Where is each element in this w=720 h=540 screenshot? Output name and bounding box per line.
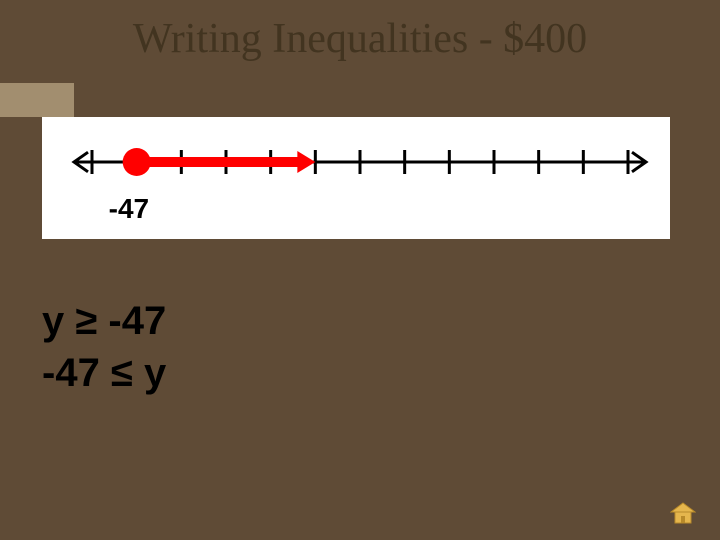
- numberline-card: -47: [42, 117, 670, 239]
- numberline-label: -47: [109, 193, 149, 225]
- home-button[interactable]: [670, 502, 696, 524]
- answers-block: y ≥ -47 -47 ≤ y: [42, 295, 166, 399]
- slide-title: Writing Inequalities - $400: [0, 15, 720, 63]
- home-icon: [670, 502, 696, 524]
- answer-line-1: y ≥ -47: [42, 295, 166, 347]
- answer-line-2: -47 ≤ y: [42, 347, 166, 399]
- accent-bar: [0, 83, 74, 117]
